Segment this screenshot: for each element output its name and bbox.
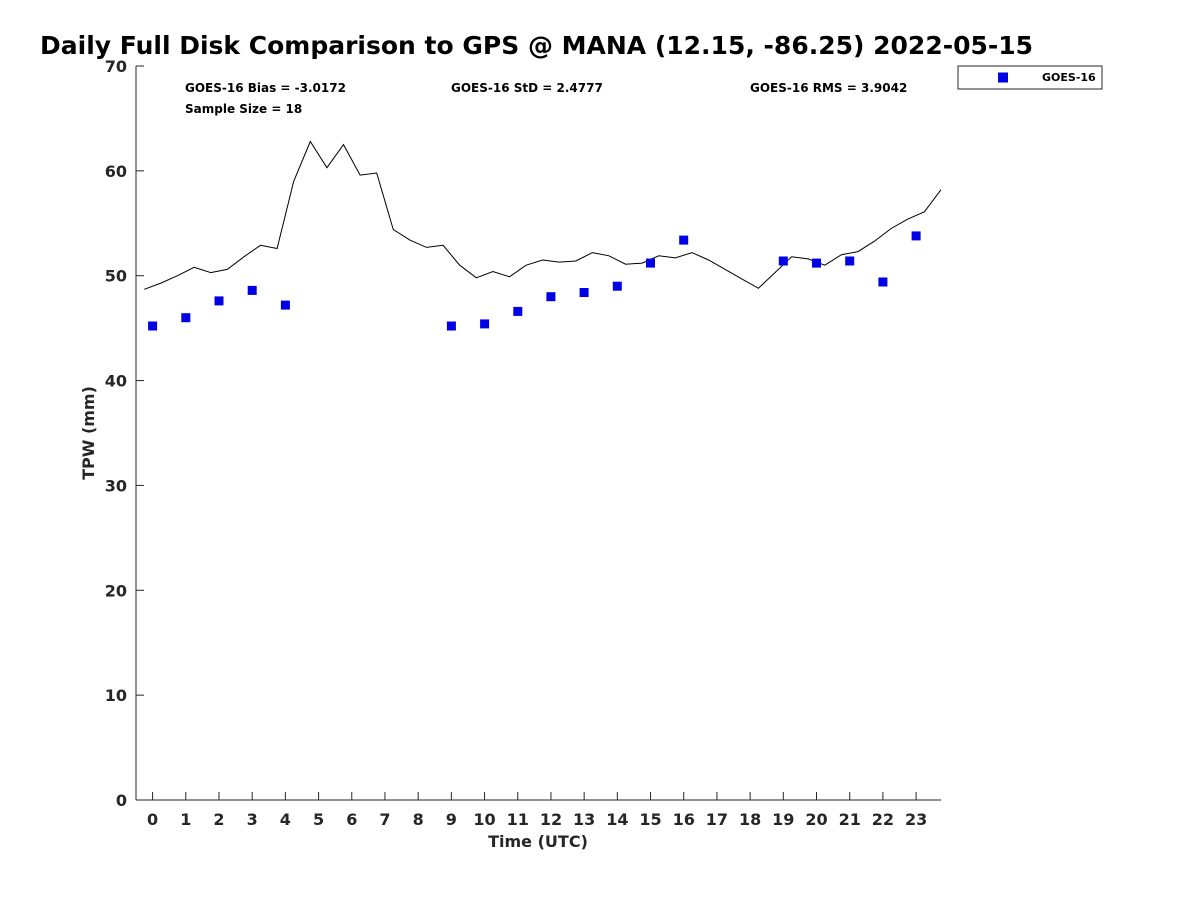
x-tick-label: 6: [346, 810, 357, 829]
goes16-point: [446, 321, 456, 331]
legend-box: [957, 65, 1103, 90]
goes16-point: [546, 292, 556, 302]
goes16-point: [513, 306, 523, 316]
x-tick-label: 20: [805, 810, 827, 829]
y-axis-label: TPW (mm): [79, 386, 98, 480]
x-tick-label: 9: [446, 810, 457, 829]
chart-title: Daily Full Disk Comparison to GPS @ MANA…: [40, 31, 1033, 60]
plot-area: [136, 66, 941, 800]
goes16-point: [612, 281, 622, 291]
goes16-point: [778, 256, 788, 266]
x-tick-label: 3: [247, 810, 258, 829]
x-tick-label: 23: [905, 810, 927, 829]
x-axis-ticks: 0 1 2 3 4 5 6 7 8 9 10 11 12 13 14 15 16 17 18 19 20 21 22 23: [147, 792, 927, 829]
std-stat: GOES-16 StD = 2.4777: [451, 81, 603, 95]
goes16-point: [214, 296, 224, 306]
x-tick-label: 0: [147, 810, 158, 829]
goes16-point: [911, 231, 921, 241]
y-axis-ticks: 0 10 20 30 40 50 60 70: [105, 57, 144, 810]
legend-label-goes16: GOES-16: [1042, 71, 1096, 84]
x-tick-label: 15: [639, 810, 661, 829]
goes16-points-layer: [148, 231, 921, 331]
y-tick-label: 0: [116, 791, 127, 810]
y-tick-label: 30: [105, 476, 127, 495]
goes16-point: [148, 321, 158, 331]
y-tick-label: 40: [105, 372, 127, 391]
x-tick-label: 2: [213, 810, 224, 829]
x-tick-label: 13: [573, 810, 595, 829]
rms-stat: GOES-16 RMS = 3.9042: [750, 81, 907, 95]
x-tick-label: 17: [706, 810, 728, 829]
x-tick-label: 5: [313, 810, 324, 829]
x-tick-label: 18: [739, 810, 761, 829]
gps-tpw-line: [144, 140, 942, 290]
goes16-point: [579, 288, 589, 297]
sample-size-stat: Sample Size = 18: [185, 102, 302, 116]
x-tick-label: 4: [280, 810, 291, 829]
x-tick-label: 19: [772, 810, 794, 829]
x-tick-label: 11: [507, 810, 529, 829]
goes16-point: [247, 285, 257, 295]
goes16-point: [280, 300, 290, 310]
y-tick-label: 10: [105, 686, 127, 705]
goes16-point: [812, 258, 821, 268]
goes16-point: [845, 256, 855, 266]
bias-stat: GOES-16 Bias = -3.0172: [185, 81, 346, 95]
goes16-point: [878, 277, 888, 287]
x-tick-label: 1: [180, 810, 191, 829]
x-tick-label: 14: [606, 810, 628, 829]
x-tick-label: 10: [473, 810, 495, 829]
x-tick-label: 22: [872, 810, 894, 829]
y-tick-label: 20: [105, 581, 127, 600]
goes16-point: [181, 313, 191, 323]
goes16-point: [646, 258, 655, 268]
x-axis-label: Time (UTC): [488, 832, 588, 851]
goes16-point: [480, 319, 490, 329]
goes16-point: [679, 235, 689, 245]
gps-line-layer: [144, 140, 942, 290]
x-tick-label: 16: [673, 810, 695, 829]
x-tick-label: 8: [413, 810, 424, 829]
legend: GOES-16: [957, 65, 1103, 90]
y-tick-label: 70: [105, 57, 127, 76]
y-tick-label: 60: [105, 162, 127, 181]
x-tick-label: 12: [540, 810, 562, 829]
x-tick-label: 21: [839, 810, 861, 829]
y-tick-label: 50: [105, 267, 127, 286]
x-tick-label: 7: [379, 810, 390, 829]
legend-marker-goes16: [998, 72, 1008, 83]
